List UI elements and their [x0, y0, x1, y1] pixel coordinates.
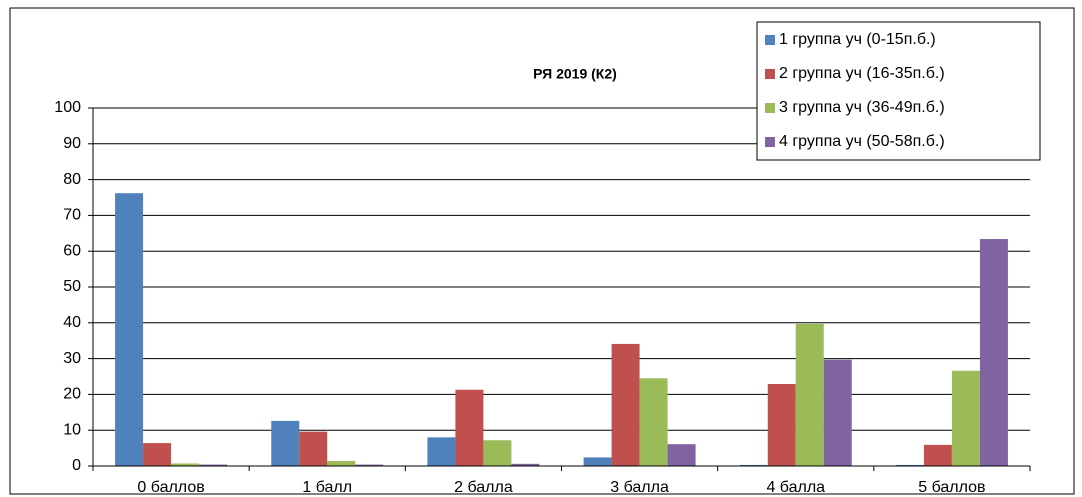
bar [739, 464, 768, 466]
bar [455, 389, 484, 466]
legend-swatch [765, 103, 775, 113]
y-tick-label: 70 [63, 207, 81, 224]
x-tick-label: 2 балла [454, 479, 513, 496]
bar [823, 359, 852, 466]
bar [583, 457, 612, 466]
legend-swatch [765, 35, 775, 45]
bar [199, 464, 228, 466]
x-tick-label: 5 баллов [918, 479, 985, 496]
y-tick-label: 60 [63, 242, 81, 259]
legend-label: 2 группа уч (16-35п.б.) [779, 65, 945, 82]
legend-swatch [765, 137, 775, 147]
bar [427, 437, 456, 466]
y-tick-label: 90 [63, 135, 81, 152]
y-tick-label: 100 [54, 99, 81, 116]
bar [299, 431, 328, 466]
bar [327, 460, 356, 466]
x-tick-label: 1 балл [302, 479, 352, 496]
bar [171, 463, 200, 466]
bar [639, 378, 668, 466]
bar [355, 464, 384, 466]
legend-label: 3 группа уч (36-49п.б.) [779, 99, 945, 116]
y-tick-label: 50 [63, 278, 81, 295]
y-tick-label: 30 [63, 350, 81, 367]
bar [611, 343, 640, 466]
bar [795, 323, 824, 466]
bar [667, 444, 696, 466]
bar [895, 464, 924, 466]
bar [923, 444, 952, 466]
bar [143, 443, 172, 466]
x-tick-label: 3 балла [610, 479, 669, 496]
bar [271, 420, 300, 466]
legend-box [756, 21, 1041, 161]
chart-title: РЯ 2019 (К2) [533, 66, 617, 82]
y-tick-label: 40 [63, 314, 81, 331]
y-tick-label: 0 [72, 457, 81, 474]
x-tick-label: 4 балла [766, 479, 825, 496]
chart-frame [9, 7, 1075, 495]
bar [483, 440, 512, 466]
bar [951, 370, 980, 466]
x-tick-label: 0 баллов [137, 479, 204, 496]
bar [511, 463, 540, 466]
y-tick-label: 10 [63, 421, 81, 438]
legend-label: 1 группа уч (0-15п.б.) [779, 31, 936, 48]
bar [979, 239, 1008, 466]
legend-label: 4 группа уч (50-58п.б.) [779, 133, 945, 150]
y-tick-label: 20 [63, 386, 81, 403]
bar [115, 193, 144, 467]
y-tick-label: 80 [63, 171, 81, 188]
legend-swatch [765, 69, 775, 79]
bar [767, 384, 796, 466]
